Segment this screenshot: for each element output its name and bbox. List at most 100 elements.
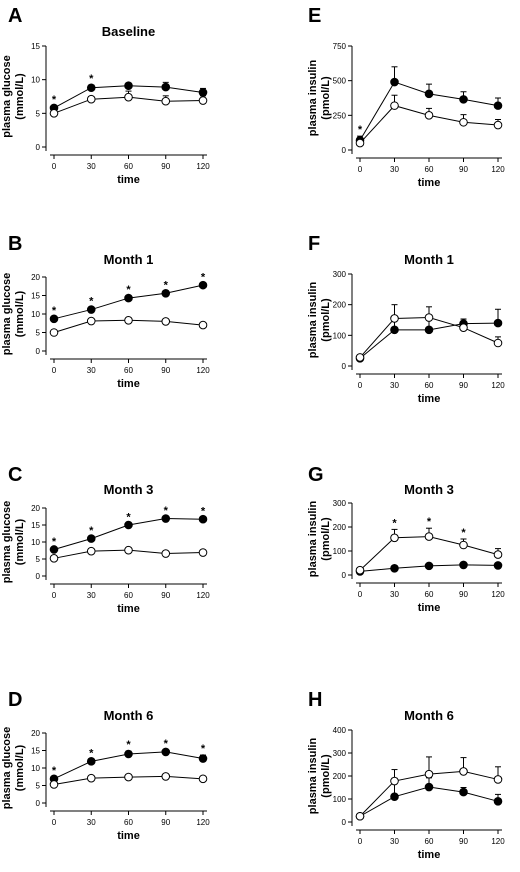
y-tick-label: 0 <box>342 362 347 371</box>
data-point <box>161 772 171 781</box>
significance-marker: * <box>164 279 169 291</box>
data-point <box>459 767 468 776</box>
data-point <box>198 774 208 784</box>
panel-title: Month 6 <box>104 708 154 723</box>
data-point <box>86 757 96 766</box>
x-tick-label: 0 <box>358 590 363 599</box>
data-point <box>86 773 96 783</box>
y-tick-label: 20 <box>31 273 40 282</box>
x-tick-label: 60 <box>124 366 133 375</box>
x-tick-label: 90 <box>161 818 170 827</box>
data-point <box>390 101 399 110</box>
data-point <box>459 540 468 550</box>
x-tick-label: 120 <box>196 366 210 375</box>
y-tick-label: 10 <box>31 310 40 319</box>
data-point <box>49 328 59 337</box>
y-axis-label: plasma glucose(mmol/L) <box>1 273 26 356</box>
x-tick-label: 30 <box>87 591 96 600</box>
x-axis-label: time <box>418 602 441 614</box>
data-point <box>390 776 399 786</box>
data-point <box>459 560 468 570</box>
panel-c: C Month 3 0 5 10 15 20 0 30 60 90 120 time plasma glu… <box>1 464 210 615</box>
data-point <box>390 314 399 323</box>
x-tick-label: 60 <box>425 590 434 599</box>
x-tick-label: 60 <box>425 837 434 846</box>
y-axis-label: plasma insulin(pmol/L) <box>307 501 332 578</box>
data-point <box>124 772 133 782</box>
x-tick-label: 90 <box>161 591 170 600</box>
data-point <box>493 561 503 570</box>
y-tick-label: 15 <box>31 42 40 51</box>
y-tick-label: 0 <box>36 799 41 808</box>
x-axis-label: time <box>418 393 441 405</box>
y-tick-label: 0 <box>36 572 41 581</box>
x-tick-label: 0 <box>52 162 57 171</box>
y-tick-label: 15 <box>31 292 40 301</box>
y-axis-label-line: (pmol/L) <box>320 298 332 342</box>
data-point <box>424 111 434 120</box>
x-tick-label: 0 <box>52 591 57 600</box>
data-point <box>355 811 365 821</box>
series-filled <box>49 280 208 324</box>
x-axis-label: time <box>418 177 441 189</box>
y-axis-label-line: (mmol/L) <box>14 518 26 565</box>
data-point <box>390 325 399 335</box>
data-point <box>198 280 208 290</box>
y-axis-label-line: plasma insulin <box>307 501 319 578</box>
data-point <box>161 549 171 558</box>
x-tick-label: 90 <box>459 590 468 599</box>
data-point <box>124 92 133 102</box>
y-tick-label: 20 <box>31 504 40 513</box>
panel-title: Month 6 <box>404 708 454 723</box>
data-point <box>493 338 503 348</box>
y-axis-label-line: plasma glucose <box>1 273 13 356</box>
data-point <box>355 138 365 148</box>
y-axis-label-line: plasma glucose <box>1 727 13 810</box>
significance-marker: * <box>52 765 57 777</box>
significance-marker: * <box>52 536 57 548</box>
data-point <box>124 315 133 325</box>
y-tick-label: 500 <box>333 77 347 86</box>
x-tick-label: 30 <box>87 366 96 375</box>
data-point <box>86 534 96 543</box>
y-axis-label-line: plasma insulin <box>307 282 319 359</box>
data-point <box>49 545 59 554</box>
panel-a: A Baseline 0 5 10 15 0 30 60 90 120 time plasma gluc… <box>1 5 210 186</box>
series-open <box>355 304 503 362</box>
data-point <box>424 782 434 792</box>
x-tick-label: 60 <box>124 162 133 171</box>
significance-marker: * <box>427 516 432 528</box>
x-tick-label: 30 <box>390 165 399 174</box>
significance-marker: * <box>89 296 94 308</box>
data-point <box>355 353 365 362</box>
x-tick-label: 0 <box>358 381 363 390</box>
y-tick-label: 200 <box>333 301 347 310</box>
panel-title: Month 1 <box>104 252 154 267</box>
panel-letter: B <box>8 233 22 255</box>
data-point <box>459 95 468 104</box>
data-point <box>390 77 399 87</box>
significance-marker: * <box>201 271 206 283</box>
x-tick-label: 0 <box>358 165 363 174</box>
data-point <box>49 780 59 789</box>
data-point <box>161 288 171 298</box>
data-point <box>198 548 208 557</box>
data-point <box>493 120 503 130</box>
y-tick-label: 100 <box>333 331 347 340</box>
data-point <box>49 109 59 118</box>
data-point <box>124 81 133 91</box>
series-line <box>359 786 499 817</box>
y-axis-label-line: plasma insulin <box>307 738 319 815</box>
data-point <box>198 320 208 330</box>
x-tick-label: 30 <box>390 590 399 599</box>
y-tick-label: 5 <box>36 109 41 118</box>
data-point <box>86 83 96 93</box>
y-axis-label: plasma glucose(mmol/L) <box>1 55 26 138</box>
data-point <box>424 561 434 571</box>
data-point <box>198 754 208 763</box>
data-point <box>198 88 208 97</box>
data-point <box>493 101 503 110</box>
data-point <box>390 533 399 543</box>
x-tick-label: 120 <box>196 162 210 171</box>
y-tick-label: 0 <box>36 143 41 152</box>
